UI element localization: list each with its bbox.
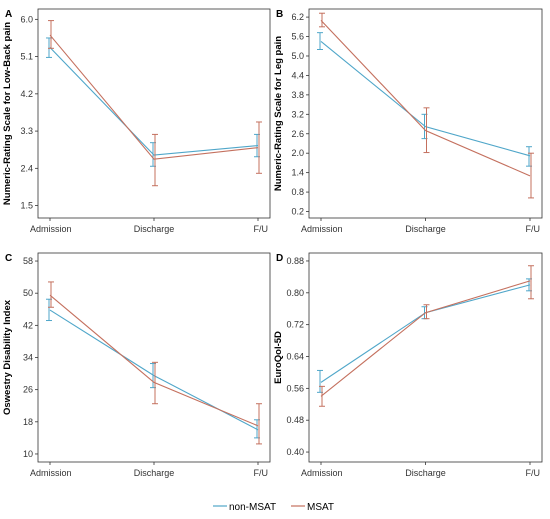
y-tick-label: 6.0 bbox=[20, 14, 33, 24]
x-tick-label: F/U bbox=[526, 468, 541, 478]
x-tick-label: Admission bbox=[30, 224, 72, 234]
y-tick-label: 42 bbox=[23, 320, 33, 330]
y-tick-label: 3.2 bbox=[291, 109, 304, 119]
series-group bbox=[48, 281, 262, 445]
series-group bbox=[46, 37, 260, 167]
y-axis-label: Oswestry Disability Index bbox=[2, 299, 13, 415]
series-group bbox=[48, 20, 262, 187]
y-tick-label: 2.6 bbox=[291, 129, 304, 139]
y-tick-label: 6.2 bbox=[291, 12, 304, 22]
chart-panel: B 0.2 0.8 1.4 2.0 2.6 3.2 3.8 4.4 5.0 5.6 6.2 Admiss… bbox=[273, 8, 543, 234]
series-line bbox=[49, 294, 259, 427]
y-tick-label: 0.80 bbox=[286, 288, 304, 298]
y-tick-label: 3.3 bbox=[20, 126, 33, 136]
y-tick-label: 0.56 bbox=[286, 383, 304, 393]
panel-label: A bbox=[5, 9, 12, 20]
chart-panel: D 0.40 0.48 0.56 0.64 0.72 0.80 0.88 Admission Di… bbox=[273, 252, 543, 478]
chart-panel: A 1.5 2.4 3.3 4.2 5.1 6.0 Admission Discharge F/U… bbox=[2, 8, 271, 234]
y-tick-label: 5.1 bbox=[20, 52, 33, 62]
panel-label: C bbox=[5, 253, 12, 264]
chart-panel: C 10 18 26 34 42 50 58 Admission Discharge F/U Oswe… bbox=[2, 252, 271, 478]
plot-frame bbox=[37, 8, 271, 219]
y-tick-label: 0.40 bbox=[286, 447, 304, 457]
y-tick-label: 0.64 bbox=[286, 352, 304, 362]
y-tick-label: 5.6 bbox=[291, 32, 304, 42]
series-line bbox=[320, 19, 531, 177]
series-line bbox=[320, 280, 531, 397]
y-tick-label: 50 bbox=[23, 288, 33, 298]
y-axis-label: Numeric-Rating Scale for Low-Back pain bbox=[2, 22, 13, 205]
y-tick-label: 4.4 bbox=[291, 70, 304, 80]
panel-label: B bbox=[276, 9, 283, 20]
x-tick-label: Discharge bbox=[134, 468, 175, 478]
y-tick-label: 0.88 bbox=[286, 256, 304, 266]
x-tick-label: Discharge bbox=[405, 224, 446, 234]
x-tick-label: Discharge bbox=[134, 224, 175, 234]
series-group bbox=[317, 32, 532, 167]
plot-frame bbox=[37, 252, 271, 463]
y-tick-label: 1.5 bbox=[20, 201, 33, 211]
series-line bbox=[320, 284, 531, 383]
legend-label-non-msat: non-MSAT bbox=[229, 502, 276, 513]
x-tick-label: F/U bbox=[526, 224, 541, 234]
y-tick-label: 1.4 bbox=[291, 168, 304, 178]
y-tick-label: 10 bbox=[23, 449, 33, 459]
y-tick-label: 4.2 bbox=[20, 89, 33, 99]
series-group bbox=[319, 12, 534, 199]
y-tick-label: 0.72 bbox=[286, 320, 304, 330]
series-line bbox=[49, 34, 259, 160]
x-tick-label: F/U bbox=[254, 224, 269, 234]
y-tick-label: 5.0 bbox=[291, 51, 304, 61]
y-axis-label: EuroQol-5D bbox=[273, 331, 284, 384]
y-tick-label: 3.8 bbox=[291, 90, 304, 100]
legend: non-MSAT MSAT bbox=[213, 502, 334, 513]
x-tick-label: Admission bbox=[301, 224, 343, 234]
series-group bbox=[46, 298, 260, 439]
x-tick-label: Discharge bbox=[405, 468, 446, 478]
y-tick-label: 2.0 bbox=[291, 148, 304, 158]
series-group bbox=[319, 265, 534, 407]
plot-frame bbox=[308, 252, 543, 463]
series-line bbox=[49, 309, 259, 431]
plot-frame bbox=[308, 8, 543, 219]
series-line bbox=[49, 47, 259, 156]
y-tick-label: 34 bbox=[23, 353, 33, 363]
x-tick-label: Admission bbox=[30, 468, 72, 478]
series-group bbox=[317, 278, 532, 393]
y-tick-label: 26 bbox=[23, 385, 33, 395]
legend-label-msat: MSAT bbox=[307, 502, 334, 513]
y-tick-label: 0.8 bbox=[291, 187, 304, 197]
panel-label: D bbox=[276, 253, 283, 264]
y-tick-label: 0.2 bbox=[291, 207, 304, 217]
x-tick-label: F/U bbox=[254, 468, 269, 478]
y-axis-label: Numeric-Rating Scale for Leg pain bbox=[273, 36, 284, 191]
y-tick-label: 18 bbox=[23, 417, 33, 427]
series-line bbox=[320, 40, 531, 157]
y-tick-label: 2.4 bbox=[20, 163, 33, 173]
x-tick-label: Admission bbox=[301, 468, 343, 478]
y-tick-label: 58 bbox=[23, 256, 33, 266]
y-tick-label: 0.48 bbox=[286, 415, 304, 425]
panels: A 1.5 2.4 3.3 4.2 5.1 6.0 Admission Discharge F/U… bbox=[2, 8, 543, 478]
